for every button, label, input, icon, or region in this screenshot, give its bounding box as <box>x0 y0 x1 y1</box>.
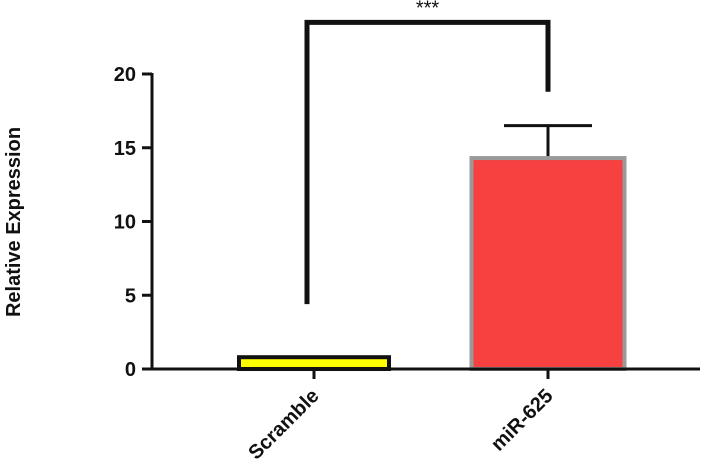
significance-bracket <box>304 19 551 305</box>
bars-group <box>237 156 627 372</box>
y-axis-ticks: 0 5 10 15 20 <box>114 64 152 381</box>
y-axis-label-group: Relative Expression <box>3 127 25 317</box>
y-tick-label: 5 <box>125 285 136 307</box>
y-tick-label: 10 <box>114 212 136 234</box>
x-category-label: Scramble <box>244 385 323 464</box>
error-bars-group <box>504 124 592 157</box>
significance-group: *** <box>304 0 551 305</box>
significance-label: *** <box>416 0 440 19</box>
x-axis-ticks: Scramble miR-625 <box>244 369 558 464</box>
bar-scramble <box>237 355 391 372</box>
y-axis-label: Relative Expression <box>3 127 25 317</box>
y-tick-label: 20 <box>114 64 136 86</box>
x-category-label: miR-625 <box>487 385 558 456</box>
y-tick-label: 0 <box>125 359 136 381</box>
y-tick-label: 15 <box>114 138 136 160</box>
bar-mir-625 <box>469 156 627 371</box>
